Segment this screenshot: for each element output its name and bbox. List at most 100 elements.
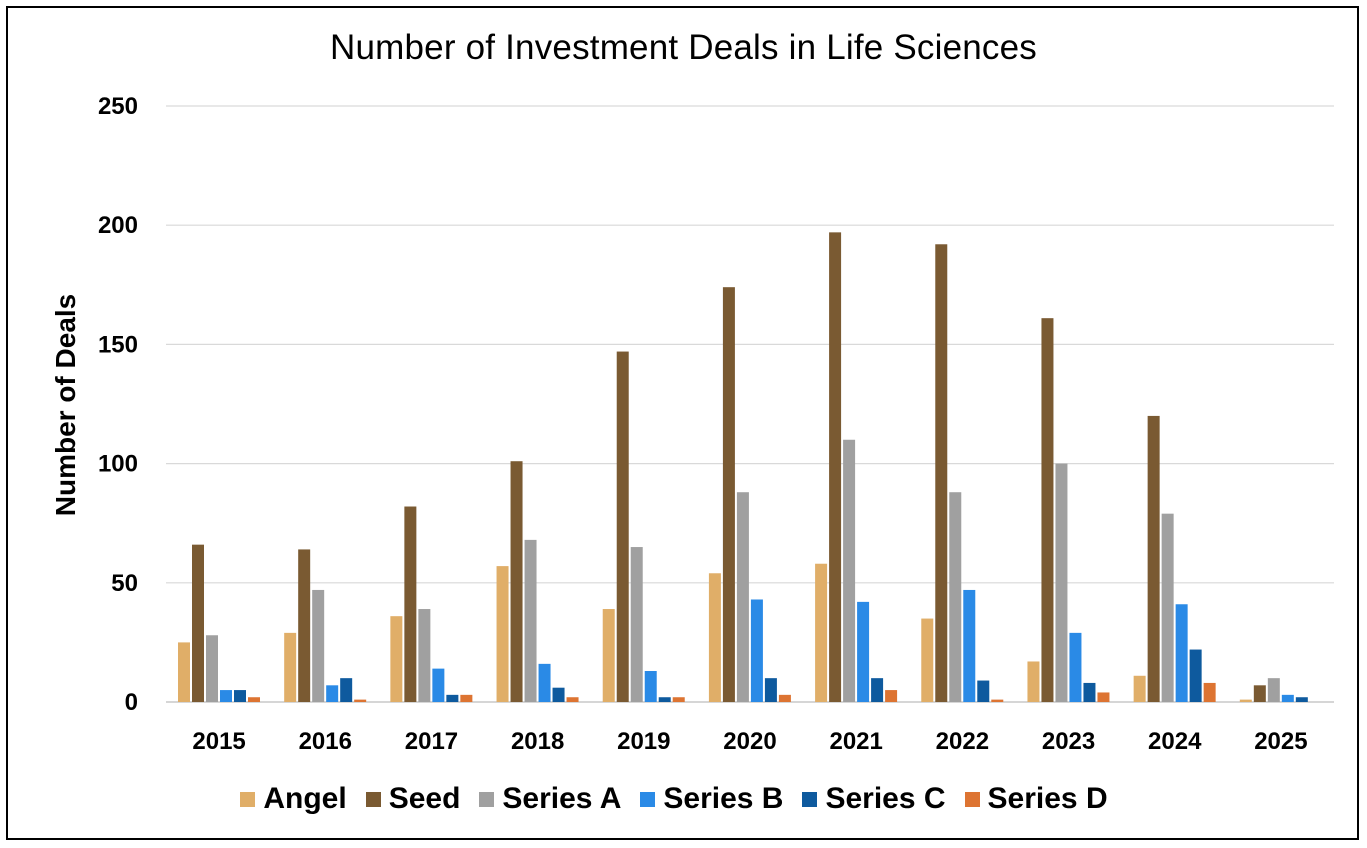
legend-item: Series C: [802, 782, 946, 816]
bar-series-b-2017: [432, 668, 445, 702]
bar-series-d-2024: [1203, 682, 1216, 702]
bar-seed-2016: [298, 549, 311, 702]
bar-seed-2018: [510, 461, 523, 702]
bar-series-c-2016: [340, 678, 353, 702]
bar-series-a-2017: [418, 609, 431, 702]
bar-angel-2018: [496, 566, 509, 702]
bar-series-b-2025: [1281, 694, 1294, 702]
bar-series-c-2021: [871, 678, 884, 702]
bar-series-b-2023: [1069, 632, 1082, 702]
bar-series-b-2020: [750, 599, 763, 702]
x-tick-label: 2017: [405, 728, 458, 755]
bar-series-d-2020: [778, 694, 791, 702]
bar-series-d-2019: [672, 697, 685, 702]
bar-series-b-2018: [538, 663, 551, 702]
bar-seed-2019: [616, 351, 629, 702]
bar-angel-2017: [390, 616, 403, 702]
bar-series-b-2022: [963, 589, 976, 702]
y-tick-label: 150: [98, 331, 138, 358]
bar-series-c-2022: [977, 680, 990, 702]
bar-series-a-2022: [949, 492, 962, 702]
bar-series-a-2025: [1267, 678, 1280, 702]
bar-angel-2021: [815, 563, 828, 702]
y-tick-label: 50: [111, 570, 138, 597]
bar-angel-2016: [284, 632, 297, 702]
legend-label: Series D: [987, 782, 1108, 815]
bar-series-c-2015: [234, 690, 246, 702]
legend-item: Angel: [240, 782, 347, 816]
x-tick-label: 2023: [1042, 728, 1095, 755]
legend-swatch: [365, 791, 381, 807]
bar-series-a-2016: [312, 589, 325, 702]
bar-series-c-2023: [1083, 682, 1096, 702]
bar-seed-2022: [935, 244, 948, 702]
bar-seed-2023: [1041, 318, 1054, 702]
bar-series-d-2022: [991, 699, 1004, 702]
bar-angel-2023: [1027, 661, 1040, 702]
x-tick-label: 2022: [936, 728, 989, 755]
bar-seed-2021: [829, 232, 842, 703]
legend-label: Series B: [663, 782, 784, 815]
bar-series-c-2020: [764, 678, 777, 702]
legend-swatch: [964, 791, 980, 807]
bar-series-b-2016: [326, 685, 339, 702]
bar-series-c-2024: [1189, 649, 1202, 702]
legend-swatch: [802, 791, 818, 807]
bar-series-a-2024: [1161, 513, 1174, 702]
bar-series-a-2023: [1055, 463, 1068, 702]
legend-item: Series B: [640, 782, 783, 816]
x-tick-label: 2016: [299, 728, 352, 755]
legend-item: Series D: [964, 782, 1108, 816]
legend-label: Series C: [825, 782, 946, 815]
legend-swatch: [640, 791, 656, 807]
x-tick-label: 2025: [1254, 728, 1307, 755]
y-tick-label: 0: [125, 689, 138, 716]
legend-label: Series A: [502, 782, 622, 815]
bar-series-a-2021: [843, 439, 856, 702]
bar-series-c-2025: [1295, 697, 1308, 702]
x-tick-label: 2021: [829, 728, 882, 755]
legend-swatch: [240, 791, 256, 807]
bar-series-a-2020: [736, 492, 749, 702]
bar-seed-2024: [1147, 415, 1160, 702]
bar-angel-2022: [921, 618, 934, 702]
bar-seed-2025: [1253, 685, 1266, 702]
bar-seed-2015: [192, 544, 204, 702]
x-tick-label: 2019: [617, 728, 670, 755]
bar-seed-2020: [722, 287, 735, 702]
bar-angel-2015: [178, 642, 190, 702]
bar-series-d-2017: [460, 694, 473, 702]
bar-series-d-2015: [248, 697, 260, 702]
y-tick-label: 200: [98, 212, 138, 239]
y-tick-label: 100: [98, 451, 138, 478]
bar-series-d-2021: [885, 690, 898, 702]
chart-title: Number of Investment Deals in Life Scien…: [330, 28, 1037, 67]
bar-angel-2019: [602, 609, 615, 702]
legend-label: Seed: [388, 782, 461, 815]
legend-label: Angel: [263, 782, 347, 815]
bar-series-b-2015: [220, 690, 232, 702]
legend-swatch: [479, 791, 495, 807]
bar-series-c-2018: [552, 687, 565, 702]
bar-angel-2025: [1239, 699, 1252, 702]
x-tick-label: 2018: [511, 728, 564, 755]
bar-series-b-2021: [857, 601, 870, 702]
bar-series-d-2023: [1097, 692, 1110, 702]
bar-series-c-2017: [446, 694, 459, 702]
bar-series-a-2019: [630, 547, 643, 702]
bar-series-d-2016: [354, 699, 367, 702]
legend-item: Series A: [479, 782, 621, 816]
y-tick-label: 250: [98, 93, 138, 120]
bar-series-a-2015: [206, 635, 218, 702]
x-tick-label: 2015: [192, 728, 245, 755]
x-tick-label: 2024: [1148, 728, 1202, 755]
chart-legend: Angel Seed Series A Series B Series C Series …: [0, 782, 1367, 816]
bar-series-c-2019: [658, 697, 671, 702]
bar-seed-2017: [404, 506, 417, 702]
legend-item: Seed: [365, 782, 461, 816]
bar-series-d-2018: [566, 697, 579, 702]
bar-series-b-2019: [644, 671, 657, 702]
bar-series-a-2018: [524, 539, 537, 702]
bar-angel-2020: [708, 573, 721, 702]
